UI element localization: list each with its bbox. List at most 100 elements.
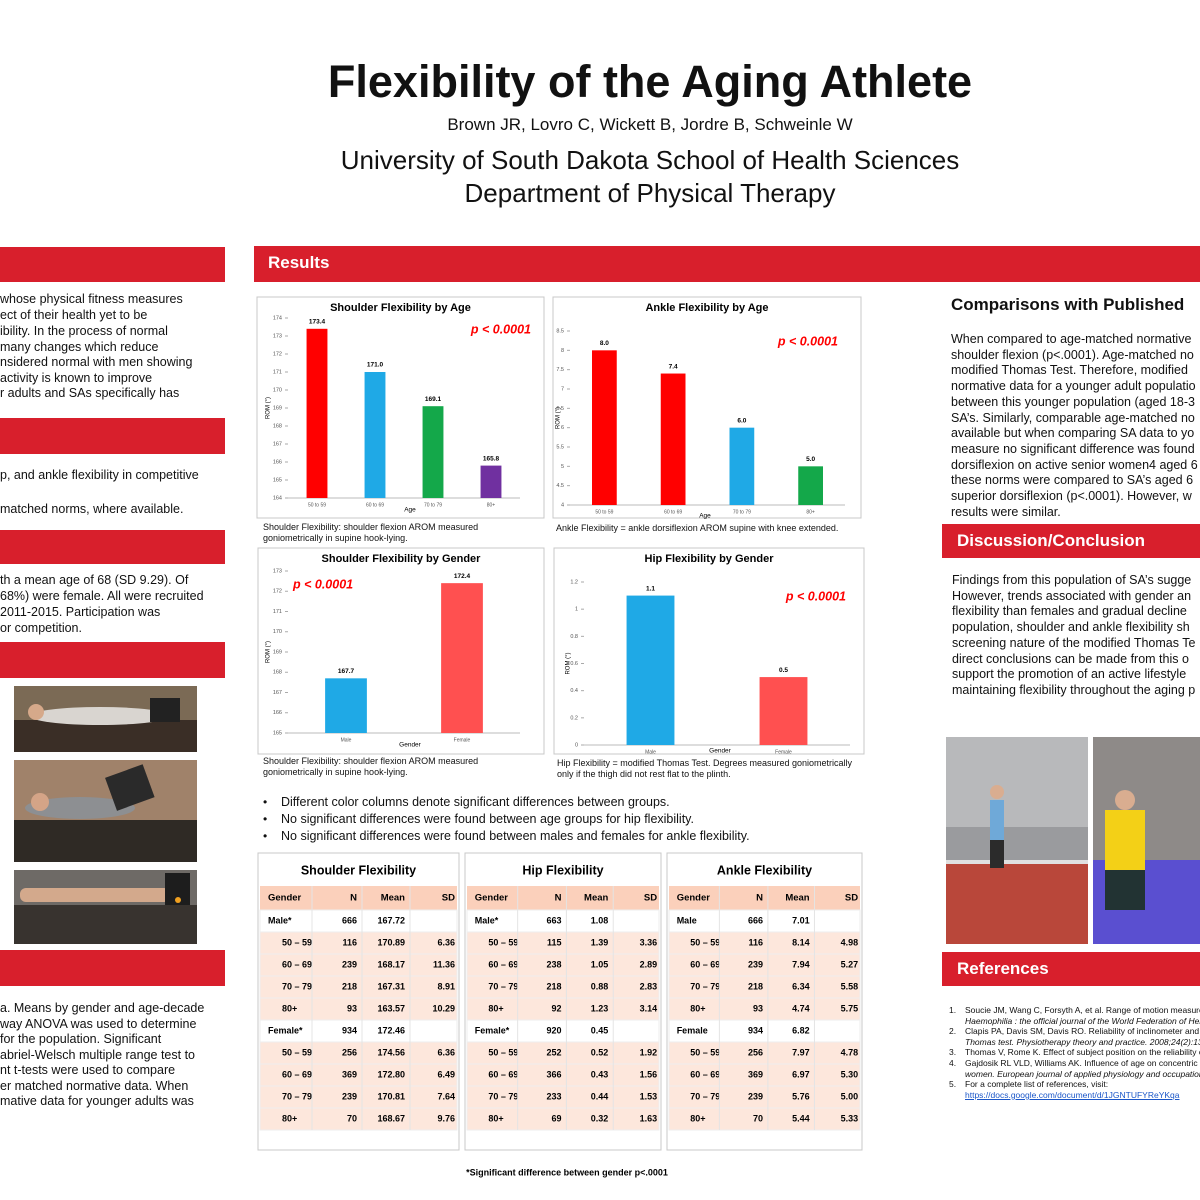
paragraph-line: measure no significant difference was fo… [951,441,1195,456]
y-tick-label: 0.6 [570,661,578,667]
y-tick-label: 0.4 [570,688,578,694]
table-cell: 1.23 [591,1003,609,1013]
table-cell: 1.53 [640,1091,658,1101]
table-cell: 666 [342,915,357,925]
table-cell: 167.31 [377,981,405,991]
section-bar [942,524,1200,558]
y-tick-label: 170 [273,387,282,393]
table-cell: 0.32 [591,1113,609,1123]
paragraph-line: these norms were compared to SA’s aged 6 [951,473,1194,488]
annotation: p < 0.0001 [777,334,838,348]
table-cell: 663 [547,915,562,925]
paragraph-line: r adults and SAs specifically has [0,386,180,400]
x-tick-label: 60 to 69 [664,509,682,515]
annotation: p < 0.0001 [292,577,353,591]
paragraph-line: maintaining flexibility throughout the a… [952,682,1196,697]
table-cell: 934 [748,1025,763,1035]
affiliation: University of South Dakota School of Hea… [340,145,960,175]
column-header: N [350,893,357,904]
footnote: *Significant difference between gender p… [466,1167,668,1177]
table-row [668,1107,861,1131]
y-axis-label: ROM (°) [556,407,562,429]
paragraph-line: whose physical fitness measures [0,292,183,306]
table-cell: 6.36 [437,937,455,947]
value-label: 6.0 [737,417,746,424]
table-cell: 8.14 [792,937,810,947]
table-cell: Female* [268,1025,303,1035]
y-tick-label: 8 [561,348,564,354]
value-label: 5.0 [806,456,815,463]
bar [592,350,617,505]
bullet: No significant differences were found be… [281,812,694,826]
paragraph-line: activity is known to improve [0,371,153,385]
y-tick-label: 5.5 [556,444,564,450]
paragraph-line: a. Means by gender and age-decade [0,1001,205,1015]
y-axis-label: ROM (°) [266,641,272,663]
table-row [259,1107,458,1131]
paragraph-line: screening nature of the modified Thomas … [952,635,1196,650]
table-title: Hip Flexibility [522,863,603,877]
paragraph-line: normative data for a younger adult popul… [951,379,1196,394]
paragraph-line: ibility. In the process of normal [0,324,168,338]
table-title: Shoulder Flexibility [301,863,416,877]
table-cell: 6.97 [792,1069,810,1079]
table-cell: 60 – 69 [690,959,720,969]
table-cell: 1.56 [640,1069,658,1079]
x-tick-label: 50 to 59 [595,509,613,515]
section-heading: Results [268,253,330,272]
y-tick-label: 165 [273,730,282,736]
table-cell: 0.45 [591,1025,609,1035]
column-header: N [555,893,562,904]
table-cell: 92 [552,1003,562,1013]
table-cell: 9.76 [437,1113,455,1123]
column-header: Gender [677,893,711,904]
table-cell: 116 [749,937,764,947]
table-cell: 115 [547,937,562,947]
paragraph-line: support the promotion of an active lifes… [952,667,1187,682]
caption: Shoulder Flexibility: shoulder flexion A… [263,522,479,543]
table-cell: 50 – 59 [282,1047,312,1057]
table-cell: 5.33 [841,1113,859,1123]
table-cell: 0.52 [591,1047,609,1057]
table-cell: 0.44 [591,1091,609,1101]
caption: Shoulder Flexibility: shoulder flexion A… [263,756,479,777]
y-tick-label: 6.5 [556,406,564,412]
table-cell: 50 – 59 [690,1047,720,1057]
value-label: 173.4 [309,319,326,326]
y-tick-label: 0.2 [570,715,578,721]
table-cell: 3.14 [640,1003,658,1013]
affiliation: Department of Physical Therapy [464,178,836,208]
section-bar [254,246,1200,282]
y-tick-label: 171 [273,369,282,375]
table-cell: Male* [475,915,499,925]
table-cell: 80+ [488,1113,503,1123]
x-tick-label: 80+ [487,502,496,508]
y-tick-label: 169 [273,405,282,411]
table-cell: 70 – 79 [488,981,518,991]
paragraph-line: or competition. [0,621,82,635]
bar [729,427,755,505]
bar [422,406,444,498]
photo [14,760,197,862]
y-tick-label: 167 [273,441,282,447]
bar [364,372,386,498]
y-tick-label: 173 [273,333,282,339]
paragraph-line: mative data for younger adults was [0,1094,194,1108]
paragraph-line: Findings from this population of SA’s su… [952,573,1192,587]
section-bar [0,247,225,282]
table-cell: 4.78 [841,1047,859,1057]
x-tick-label: 70 to 79 [424,502,442,508]
paragraph-line: th a mean age of 68 (SD 9.29). Of [0,573,189,587]
paragraph-line: for the population. Significant [0,1032,162,1046]
table-cell: Female* [475,1025,510,1035]
x-tick-label: 70 to 79 [733,509,751,515]
paragraph-line: many changes which reduce [0,340,159,354]
table-cell: 0.43 [591,1069,609,1079]
bar [660,373,686,505]
table-cell: 11.36 [433,959,455,969]
reference-link[interactable]: https://docs.google.com/document/d/1JGNT… [965,1089,1180,1100]
column-header: Mean [584,893,608,904]
bar [325,678,367,733]
x-tick-label: Female [454,737,471,743]
